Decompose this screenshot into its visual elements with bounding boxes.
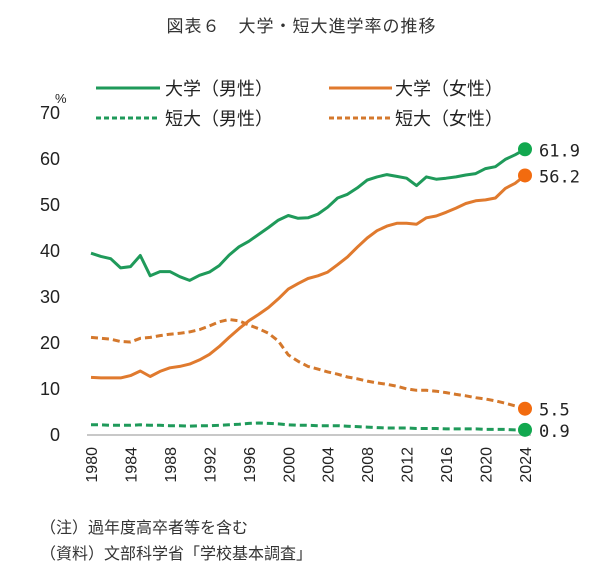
y-tick-label: 70 [40, 103, 60, 123]
y-tick-label: 0 [50, 425, 60, 445]
end-point-marker [518, 422, 532, 437]
series-lines [90, 147, 526, 432]
end-point-marker [518, 168, 532, 183]
end-point-marker [518, 401, 532, 416]
x-tick-label: 1984 [123, 447, 140, 483]
x-tick-label: 2008 [360, 447, 377, 483]
y-tick-label: 60 [40, 149, 60, 169]
end-point-marker [518, 142, 532, 157]
legend-label: 大学（女性） [395, 79, 503, 100]
legend-label: 大学（男性） [165, 79, 273, 100]
x-tick-label: 2012 [400, 447, 417, 483]
x-tick-label: 2016 [439, 447, 456, 483]
chart-title: 図表６ 大学・短大進学率の推移 [166, 17, 437, 37]
legend: 大学（男性） 大学（女性） 短大（男性） 短大（女性） [96, 79, 503, 130]
y-axis: 0 10 20 30 40 50 60 70% [40, 91, 67, 445]
series-line-2 [90, 174, 526, 380]
series-line-1 [90, 147, 526, 282]
y-tick-label: 30 [40, 287, 60, 307]
x-tick-label: 1980 [84, 447, 101, 483]
end-point-labels: 61.9 56.2 0.95.5 [518, 141, 580, 442]
x-tick-label: 2000 [281, 447, 298, 483]
legend-label: 短大（女性） [395, 109, 503, 130]
x-tick-label: 2024 [518, 447, 535, 483]
note-line: （注）過年度高卒者等を含む [40, 518, 249, 537]
x-tick-label: 1996 [242, 447, 259, 483]
x-tick-label: 2004 [321, 447, 338, 483]
end-value-label: 61.9 [539, 141, 580, 161]
legend-label: 短大（男性） [165, 109, 273, 130]
footnotes: （注）過年度高卒者等を含む （資料）文部科学省「学校基本調査」 [40, 515, 312, 567]
x-tick-label: 1988 [163, 447, 180, 483]
y-unit-label: % [55, 91, 67, 106]
end-value-label: 5.5 [539, 401, 570, 421]
x-tick-label: 2020 [479, 447, 496, 483]
y-tick-label: 20 [40, 333, 60, 353]
series-line-3 [91, 421, 525, 432]
y-tick-label: 10 [40, 379, 60, 399]
x-tick-label: 1992 [202, 447, 219, 483]
y-tick-label: 50 [40, 195, 60, 215]
x-axis: 1980 1984 1988 1992 1996 2000 2004 2008 2012 2016… [84, 434, 535, 483]
end-value-label: 0.9 [539, 422, 570, 442]
end-value-label: 56.2 [539, 167, 580, 187]
series-line-4 [90, 318, 526, 411]
source-line: （資料）文部科学省「学校基本調査」 [40, 544, 313, 563]
y-tick-label: 40 [40, 241, 60, 261]
